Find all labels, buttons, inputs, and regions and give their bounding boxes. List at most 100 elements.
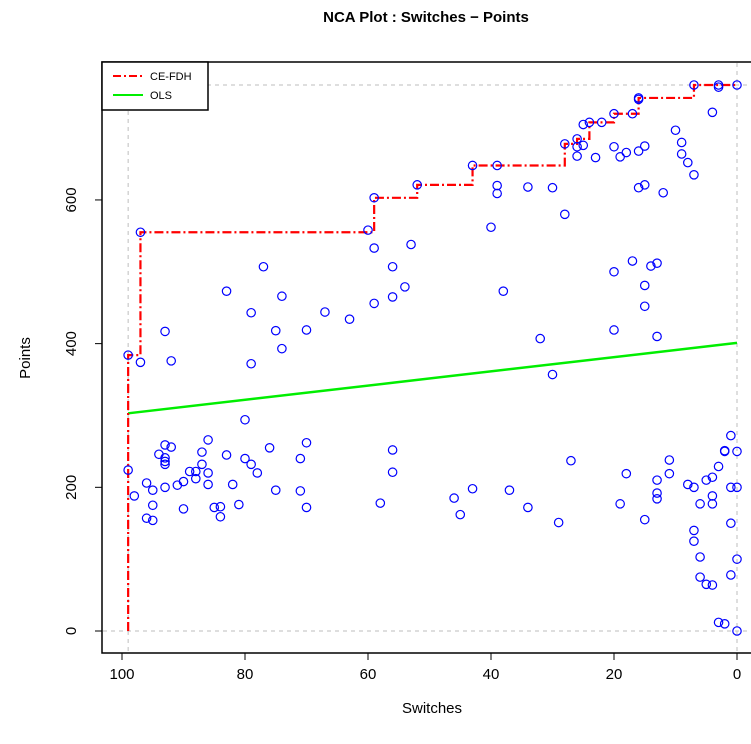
data-point <box>277 291 287 302</box>
data-point <box>664 468 675 479</box>
data-point <box>732 626 742 636</box>
data-point <box>147 515 158 526</box>
data-point <box>689 80 699 90</box>
data-point <box>609 108 619 119</box>
data-point <box>523 502 533 513</box>
y-axis: 0 200 400 600 <box>63 187 102 635</box>
data-point <box>584 117 595 128</box>
x-tick-label: 40 <box>483 666 500 683</box>
data-point <box>178 476 189 487</box>
data-point <box>689 170 699 180</box>
data-point <box>277 343 287 354</box>
data-point <box>652 494 662 504</box>
data-point <box>578 140 589 151</box>
x-tick-label: 0 <box>733 666 741 683</box>
data-point <box>295 453 306 464</box>
data-point <box>369 192 379 203</box>
data-point <box>633 146 644 156</box>
data-point <box>246 459 256 470</box>
data-point <box>719 445 730 456</box>
data-point <box>203 468 213 478</box>
y-tick-label: 200 <box>63 475 80 500</box>
x-tick-label: 60 <box>360 666 377 683</box>
data-point <box>215 511 226 522</box>
data-point <box>621 147 632 158</box>
data-point <box>123 465 133 475</box>
data-point <box>166 442 176 452</box>
data-point <box>547 369 558 380</box>
data-point <box>627 256 638 266</box>
data-point <box>633 94 644 105</box>
data-point <box>221 450 232 460</box>
data-point <box>676 149 687 159</box>
data-point <box>301 325 312 335</box>
data-point <box>707 580 718 590</box>
data-point <box>682 157 693 168</box>
data-point <box>652 258 662 268</box>
data-point <box>596 117 607 128</box>
data-point <box>178 504 189 514</box>
data-point <box>258 261 269 272</box>
data-point <box>707 107 718 118</box>
data-point <box>406 239 416 250</box>
y-tick-label: 600 <box>63 187 80 212</box>
y-tick-label: 0 <box>63 627 80 635</box>
data-point <box>658 187 668 198</box>
data-point <box>609 325 619 335</box>
data-point <box>646 261 656 271</box>
data-point <box>492 188 502 199</box>
data-point <box>240 414 250 425</box>
data-point <box>615 152 625 162</box>
data-point <box>498 286 509 296</box>
data-point <box>523 182 533 192</box>
data-point <box>147 500 158 511</box>
data-point <box>154 449 164 460</box>
data-point <box>387 292 398 302</box>
ce-fdh-line-group <box>127 83 737 631</box>
data-point <box>713 461 724 472</box>
y-tick-label: 400 <box>63 331 80 356</box>
data-point <box>387 261 398 272</box>
data-point <box>492 160 502 171</box>
data-point <box>535 333 545 344</box>
x-tick-label: 100 <box>109 666 134 683</box>
data-point <box>689 536 699 546</box>
data-point <box>652 488 662 498</box>
x-axis-label: Switches <box>402 700 462 717</box>
data-point <box>639 180 650 190</box>
data-point <box>726 518 736 529</box>
scatter-points <box>123 80 742 636</box>
data-point <box>707 499 718 509</box>
x-tick-label: 80 <box>237 666 254 683</box>
data-point <box>172 480 183 490</box>
data-point <box>387 445 398 455</box>
data-point <box>615 499 625 509</box>
data-point <box>234 499 244 510</box>
data-point <box>486 222 496 233</box>
data-point <box>363 225 373 235</box>
data-point <box>492 180 502 191</box>
data-point <box>449 493 459 503</box>
y-axis-label: Points <box>17 337 34 379</box>
chart-title: NCA Plot : Switches − Points <box>323 9 529 26</box>
data-point <box>160 482 170 493</box>
legend-label-ols: OLS <box>150 90 172 102</box>
data-point <box>695 572 705 582</box>
plot-frame <box>101 61 751 654</box>
data-point <box>369 298 379 309</box>
data-point <box>713 617 724 628</box>
legend-box <box>101 61 209 111</box>
data-point <box>129 491 140 501</box>
data-point <box>221 286 232 296</box>
data-point <box>689 525 699 536</box>
data-point <box>689 482 699 493</box>
data-point <box>578 119 589 130</box>
data-point <box>160 456 170 467</box>
data-point <box>344 314 355 325</box>
legend: CE-FDH OLS <box>101 61 209 111</box>
data-point <box>215 501 226 512</box>
data-point <box>320 307 330 317</box>
data-point <box>123 350 133 360</box>
data-point <box>246 358 256 369</box>
data-point <box>504 485 515 495</box>
